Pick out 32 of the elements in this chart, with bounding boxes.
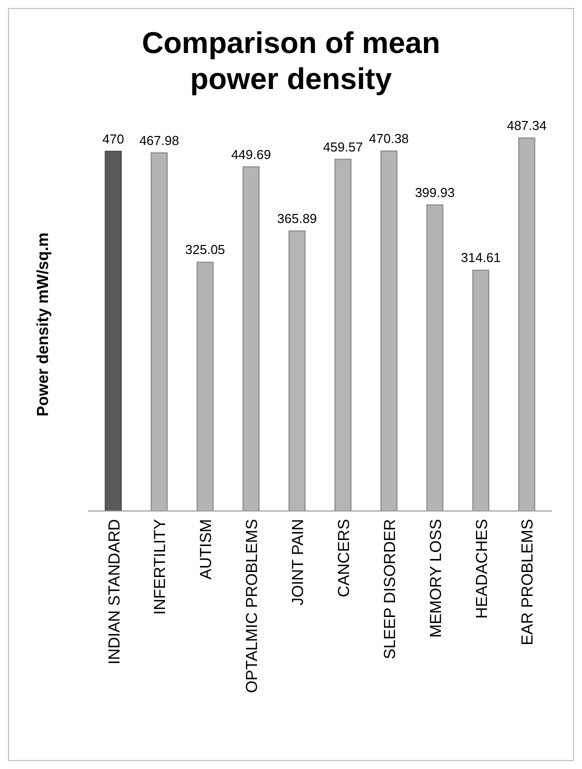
- x-tick-label: EAR PROBLEMS: [520, 519, 537, 646]
- x-tick-label: CANCERS: [336, 519, 353, 598]
- bar: [196, 262, 214, 512]
- data-label: 325.05: [185, 242, 226, 258]
- bar: [380, 150, 398, 512]
- bar: [288, 230, 306, 512]
- y-axis-title: Power density mW/sq.m: [35, 232, 52, 417]
- x-tick-label: AUTISM: [198, 519, 216, 580]
- x-tick-label: MEMORY LOSS: [428, 519, 445, 638]
- data-label: 365.89: [277, 210, 317, 226]
- data-label: 459.57: [323, 139, 363, 154]
- x-tick-label: INDIAN STANDARD: [106, 519, 124, 664]
- bar: [472, 270, 490, 512]
- data-label: 470: [102, 131, 124, 146]
- x-tick-label: INFERTILITY: [152, 518, 170, 615]
- x-tick-label: SLEEP DISORDER: [382, 519, 399, 660]
- bar: [518, 138, 536, 512]
- x-tick-label: HEADACHES: [474, 519, 491, 619]
- bar: [242, 166, 260, 512]
- bar: [334, 158, 352, 512]
- data-label: 487.34: [506, 118, 547, 133]
- chart-title: Comparison of mean power density: [142, 27, 440, 96]
- data-label: 467.98: [139, 132, 180, 148]
- data-label: 449.69: [231, 146, 271, 162]
- data-label: 314.61: [460, 250, 501, 266]
- bar: [104, 150, 122, 512]
- x-tick-label: JOINT PAIN: [290, 519, 308, 606]
- x-tick-label: OPTALMIC PROBLEMS: [244, 519, 262, 693]
- bar: [426, 204, 444, 512]
- bar: [150, 152, 168, 512]
- data-label: 470.38: [369, 130, 409, 146]
- data-label: 399.93: [414, 184, 455, 200]
